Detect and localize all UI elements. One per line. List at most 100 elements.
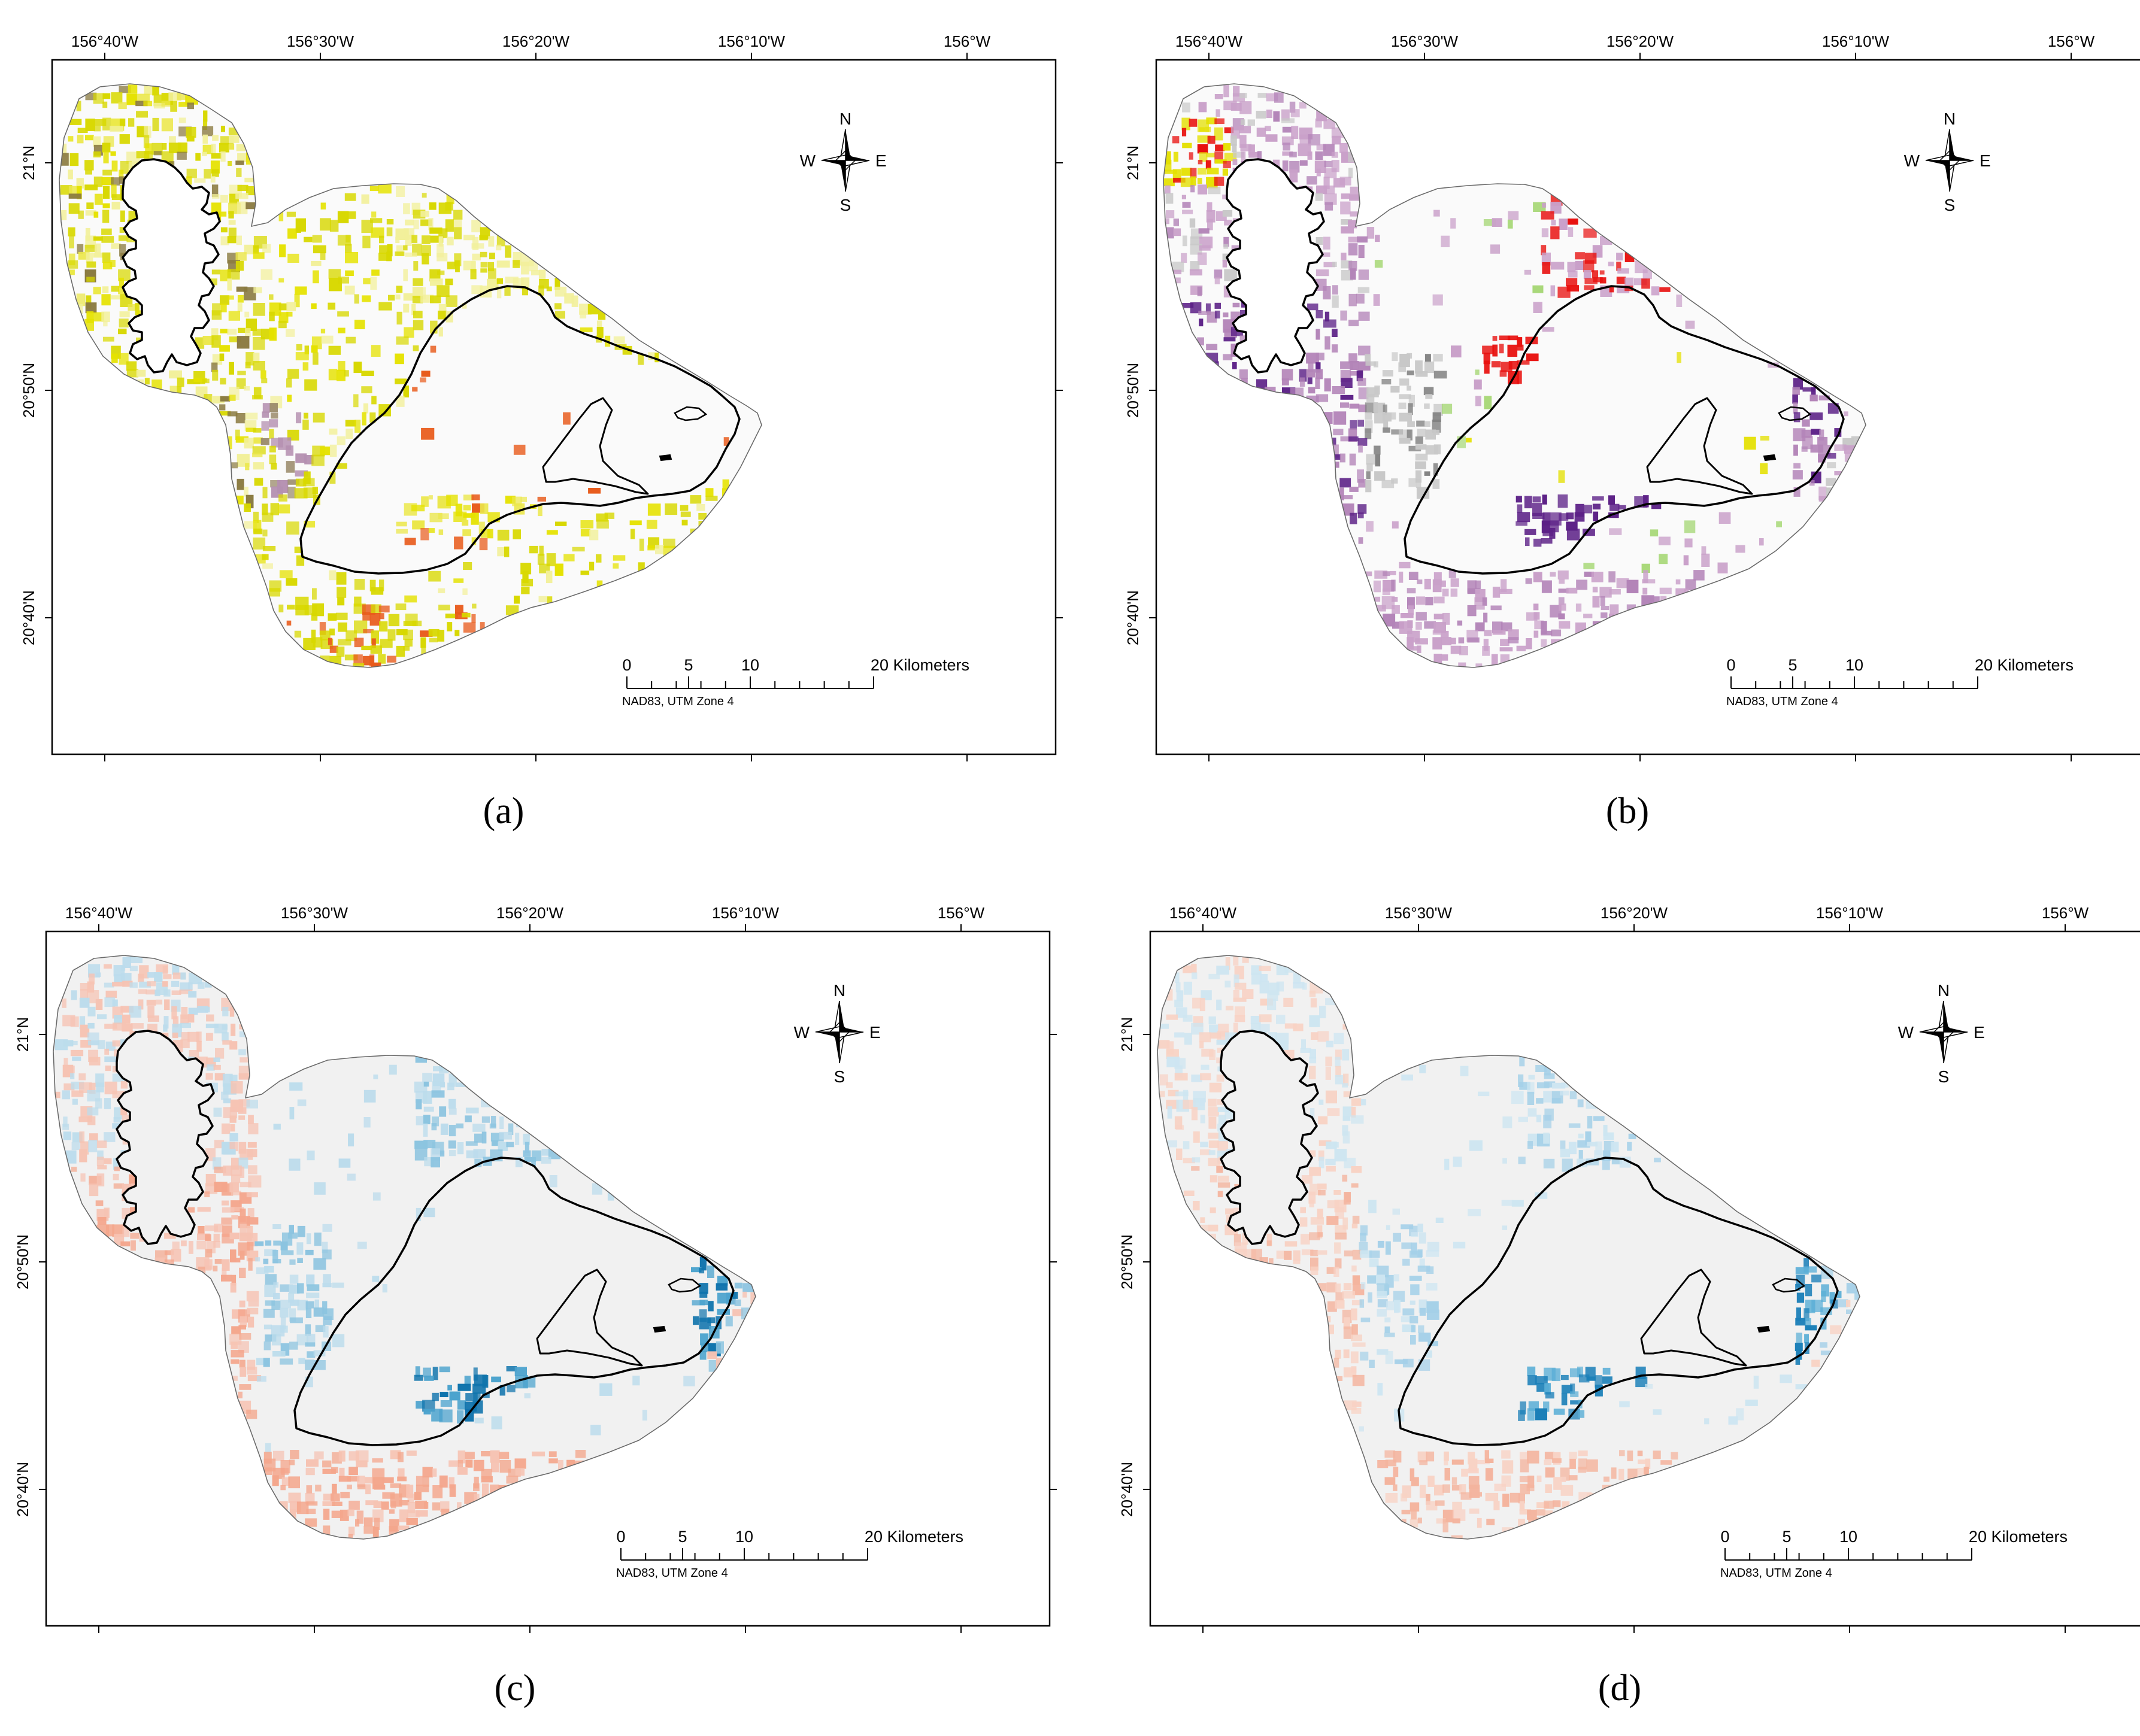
land-cover-patch [1587, 1142, 1598, 1147]
land-cover-patch [1344, 1199, 1351, 1205]
land-cover-patch [1341, 253, 1347, 260]
land-cover-patch [238, 1073, 250, 1080]
land-cover-patch [522, 570, 529, 583]
land-cover-patch [1501, 1200, 1513, 1206]
land-cover-patch [338, 327, 345, 333]
land-cover-patch [1366, 227, 1375, 239]
land-cover-patch [1491, 361, 1501, 368]
land-cover-patch [247, 1375, 262, 1382]
land-cover-patch [1225, 957, 1230, 970]
land-cover-patch [463, 494, 474, 500]
land-cover-patch [328, 269, 341, 279]
land-cover-patch [1425, 394, 1433, 399]
land-cover-patch [1344, 1192, 1351, 1203]
land-cover-patch [554, 278, 560, 290]
land-cover-patch [1342, 1291, 1356, 1299]
land-cover-patch [355, 1519, 360, 1527]
land-cover-patch [337, 597, 345, 606]
land-cover-patch [1553, 1477, 1562, 1490]
land-cover-patch [1239, 369, 1248, 379]
land-cover-patch [1251, 965, 1262, 975]
land-cover-patch [263, 1341, 271, 1350]
land-cover-patch [1341, 219, 1352, 225]
land-cover-patch [464, 1376, 471, 1386]
land-cover-patch [1511, 1200, 1524, 1207]
land-cover-patch [448, 1108, 457, 1115]
land-cover-patch [1415, 360, 1423, 374]
land-cover-patch [80, 1024, 90, 1038]
land-cover-patch [306, 1292, 320, 1298]
land-cover-patch [186, 136, 195, 142]
land-cover-patch [1401, 1510, 1411, 1515]
land-cover-patch [1376, 1274, 1385, 1285]
land-cover-patch [85, 227, 90, 241]
land-cover-patch [1168, 1089, 1179, 1097]
land-cover-patch [1659, 554, 1668, 564]
land-cover-patch [110, 151, 116, 156]
land-cover-patch [340, 1509, 349, 1521]
land-cover-patch [219, 345, 230, 352]
land-cover-patch [231, 1359, 240, 1364]
land-cover-patch [112, 999, 118, 1007]
land-cover-patch [1394, 1300, 1401, 1313]
land-cover-patch [247, 1149, 257, 1158]
land-cover-patch [305, 1324, 311, 1336]
land-cover-patch [1477, 1492, 1482, 1497]
land-cover-patch [437, 270, 445, 275]
land-cover-patch [273, 1282, 279, 1288]
land-cover-patch [196, 1240, 207, 1250]
land-cover-patch [231, 1024, 236, 1036]
land-cover-patch [297, 1258, 303, 1263]
land-cover-patch [538, 596, 547, 603]
land-cover-patch [337, 311, 349, 317]
land-cover-patch [1507, 219, 1513, 229]
land-cover-patch [1191, 1075, 1202, 1082]
land-cover-patch [416, 1476, 423, 1486]
land-cover-patch [413, 320, 424, 330]
land-cover-patch [1477, 1459, 1490, 1465]
land-cover-patch [1210, 1207, 1216, 1213]
land-cover-patch [1214, 118, 1224, 125]
land-cover-patch [1183, 1015, 1193, 1022]
land-cover-patch [264, 1284, 276, 1297]
land-cover-patch [454, 227, 462, 239]
land-cover-patch [332, 1334, 345, 1347]
land-cover-patch [1359, 1299, 1365, 1308]
land-cover-patch [235, 429, 240, 440]
land-cover-patch [347, 1476, 360, 1482]
land-cover-patch [1223, 337, 1236, 342]
land-cover-patch [1638, 1459, 1647, 1464]
land-cover-patch [1609, 503, 1620, 511]
land-cover-patch [1568, 218, 1578, 225]
land-cover-patch [248, 1115, 254, 1124]
land-cover-patch [1536, 1475, 1542, 1482]
land-cover-patch [1567, 262, 1576, 272]
land-cover-patch [1526, 1485, 1535, 1492]
land-cover-patch [262, 503, 268, 515]
land-cover-patch [205, 1225, 218, 1231]
land-cover-patch [121, 973, 132, 984]
land-cover-patch [95, 243, 101, 256]
map-panel-c: 156°40'W 156°30'W 156°20'W 156°10'W 156°W21°… [14, 904, 1057, 1633]
land-cover-patch [102, 262, 113, 269]
land-cover-patch [211, 335, 221, 348]
land-cover-patch [1423, 387, 1434, 396]
land-cover-patch [1342, 1125, 1348, 1136]
land-cover-patch [1415, 479, 1421, 488]
land-cover-patch [515, 1157, 523, 1167]
land-cover-patch [231, 1274, 237, 1286]
land-cover-patch [95, 1098, 102, 1109]
land-cover-patch [1198, 102, 1207, 113]
land-cover-patch [1551, 1458, 1562, 1463]
land-cover-patch [1417, 1224, 1423, 1233]
land-cover-patch [227, 278, 232, 291]
land-cover-patch [1453, 1509, 1466, 1521]
land-cover-patch [1174, 1073, 1188, 1081]
land-cover-patch [1543, 1115, 1552, 1128]
land-cover-patch [1535, 1408, 1547, 1421]
land-cover-patch [76, 101, 81, 111]
longitude-label: 156°20'W [502, 32, 570, 50]
land-cover-patch [1519, 1476, 1530, 1483]
land-cover-patch [1493, 1501, 1500, 1510]
land-cover-patch [253, 245, 259, 254]
